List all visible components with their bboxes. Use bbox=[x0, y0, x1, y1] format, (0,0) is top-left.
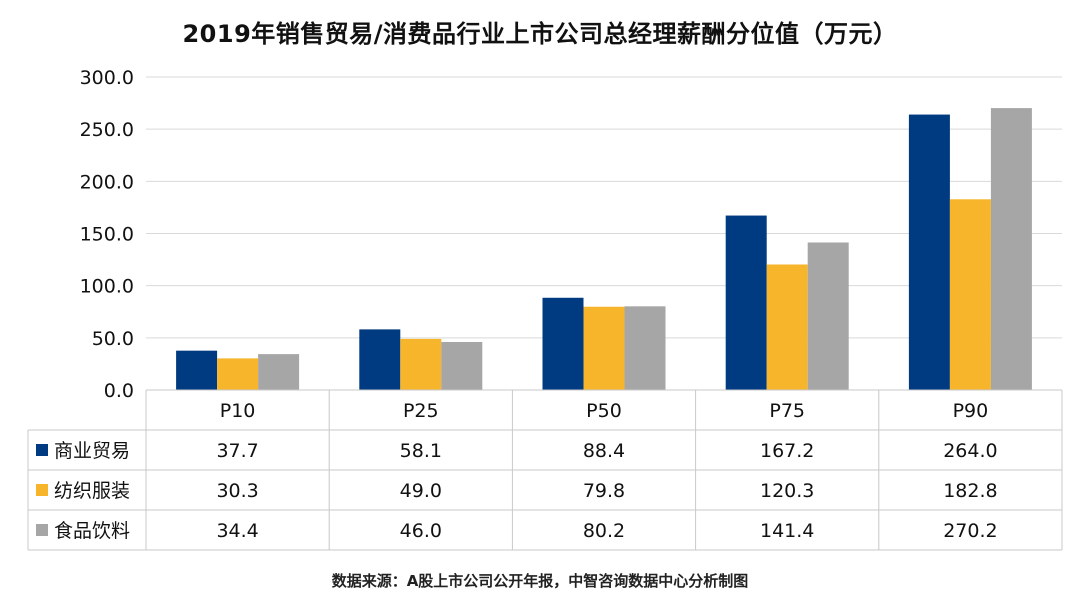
data-table: P10 P25 P50 P75 P90 商业贸易 37.7 58.1 88.4 167.2 264.… bbox=[27, 389, 1063, 551]
data-label: 141.4 bbox=[760, 520, 814, 542]
data-label: 264.0 bbox=[943, 440, 997, 462]
bars bbox=[176, 108, 1032, 390]
y-tick-label: 300.0 bbox=[80, 67, 134, 89]
bar-纺织服装-P75 bbox=[766, 264, 808, 390]
data-label: 79.8 bbox=[583, 480, 625, 502]
bar-纺织服装-P25 bbox=[400, 338, 442, 390]
data-label: 167.2 bbox=[760, 440, 814, 462]
data-label: 88.4 bbox=[583, 440, 625, 462]
data-label: 30.3 bbox=[216, 480, 258, 502]
y-tick-label: 100.0 bbox=[80, 276, 134, 298]
bar-食品饮料-P75 bbox=[807, 242, 849, 390]
x-tick-label: P50 bbox=[586, 400, 622, 422]
data-label: 80.2 bbox=[583, 520, 625, 542]
legend-entry: 食品饮料 bbox=[54, 520, 130, 542]
data-label: 46.0 bbox=[400, 520, 442, 542]
bar-商业贸易-P90 bbox=[908, 114, 950, 390]
bar-商业贸易-P25 bbox=[359, 329, 401, 390]
data-label: 182.8 bbox=[943, 480, 997, 502]
legend-swatch bbox=[36, 444, 48, 456]
chart-title: 2019年销售贸易/消费品行业上市公司总经理薪酬分位值（万元） bbox=[182, 20, 898, 48]
y-axis-ticks: 300.0 250.0 200.0 150.0 100.0 50.0 0.0 bbox=[80, 67, 134, 402]
x-tick-label: P25 bbox=[403, 400, 439, 422]
x-tick-label: P75 bbox=[769, 400, 805, 422]
bar-食品饮料-P50 bbox=[624, 306, 666, 390]
bar-商业贸易-P50 bbox=[542, 297, 584, 390]
y-tick-label: 50.0 bbox=[92, 328, 134, 350]
y-tick-label: 150.0 bbox=[80, 224, 134, 246]
legend-swatch bbox=[36, 524, 48, 536]
legend-entry: 纺织服装 bbox=[54, 480, 130, 502]
bar-商业贸易-P10 bbox=[176, 350, 218, 390]
data-label: 37.7 bbox=[216, 440, 258, 462]
y-tick-label: 0.0 bbox=[104, 380, 134, 402]
data-label: 49.0 bbox=[400, 480, 442, 502]
data-label: 58.1 bbox=[400, 440, 442, 462]
x-tick-label: P10 bbox=[220, 400, 256, 422]
bar-食品饮料-P10 bbox=[258, 354, 300, 390]
bar-纺织服装-P10 bbox=[217, 358, 259, 390]
bar-纺织服装-P50 bbox=[583, 306, 625, 390]
x-tick-label: P90 bbox=[953, 400, 989, 422]
bar-食品饮料-P90 bbox=[990, 108, 1032, 390]
bar-纺织服装-P90 bbox=[949, 199, 991, 390]
data-label: 120.3 bbox=[760, 480, 814, 502]
data-label: 270.2 bbox=[943, 520, 997, 542]
data-label: 34.4 bbox=[216, 520, 258, 542]
bar-食品饮料-P25 bbox=[441, 342, 483, 390]
y-tick-label: 200.0 bbox=[80, 171, 134, 193]
bar-商业贸易-P75 bbox=[725, 215, 767, 390]
legend-entry: 商业贸易 bbox=[54, 440, 130, 462]
y-tick-label: 250.0 bbox=[80, 119, 134, 141]
source-note: 数据来源：A股上市公司公开年报，中智咨询数据中心分析制图 bbox=[331, 572, 749, 590]
legend-swatch bbox=[36, 484, 48, 496]
